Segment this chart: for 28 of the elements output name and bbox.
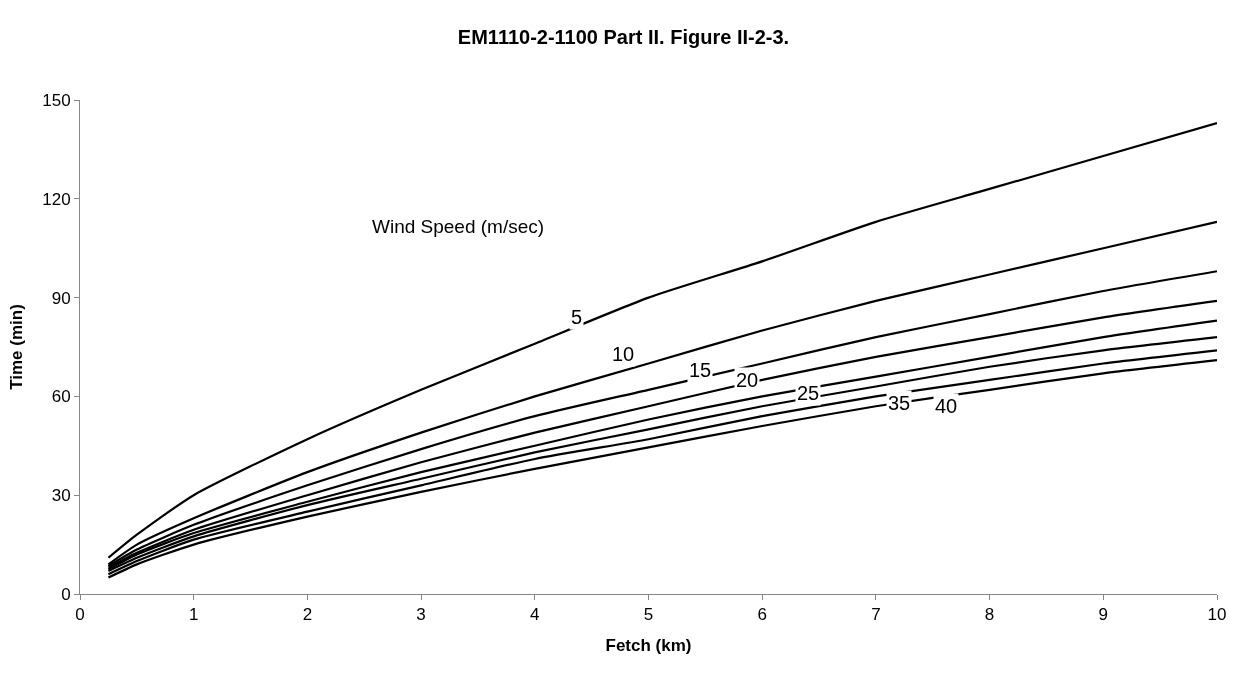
x-tick-label: 10 [1207, 605, 1227, 625]
annotation: 5 [571, 306, 583, 328]
chart-title: EM1110-2-1100 Part II. Figure II-2-3. [457, 26, 790, 49]
y-tick-label: 120 [42, 189, 71, 209]
x-tick-label: 0 [75, 605, 85, 625]
y-tick-label: 30 [51, 486, 71, 506]
y-tick-label: 60 [51, 387, 71, 407]
annotation: Wind Speed (m/sec) [372, 216, 545, 237]
y-tick-label: 90 [51, 288, 71, 308]
annotation: 35 [888, 392, 911, 414]
x-tick-label: 3 [416, 605, 426, 625]
x-tick-label: 5 [643, 605, 654, 625]
annotation: 10 [612, 343, 635, 365]
x-tick-label: 1 [188, 605, 199, 625]
annotation: 40 [935, 395, 958, 417]
x-tick-label: 6 [757, 605, 767, 625]
y-tick-label: 150 [42, 90, 71, 110]
x-tick-label: 2 [302, 605, 313, 625]
y-tick-label: 0 [61, 584, 71, 604]
y-axis-title: Time (min) [6, 304, 26, 390]
annotation: 15 [689, 359, 712, 381]
x-tick-label: 9 [1098, 605, 1109, 625]
x-axis-title: Fetch (km) [605, 635, 692, 655]
x-tick-label: 4 [530, 605, 540, 625]
annotation: 25 [797, 382, 820, 404]
x-tick-label: 8 [984, 605, 995, 625]
annotation: 20 [736, 369, 759, 391]
x-tick-label: 7 [871, 605, 881, 625]
